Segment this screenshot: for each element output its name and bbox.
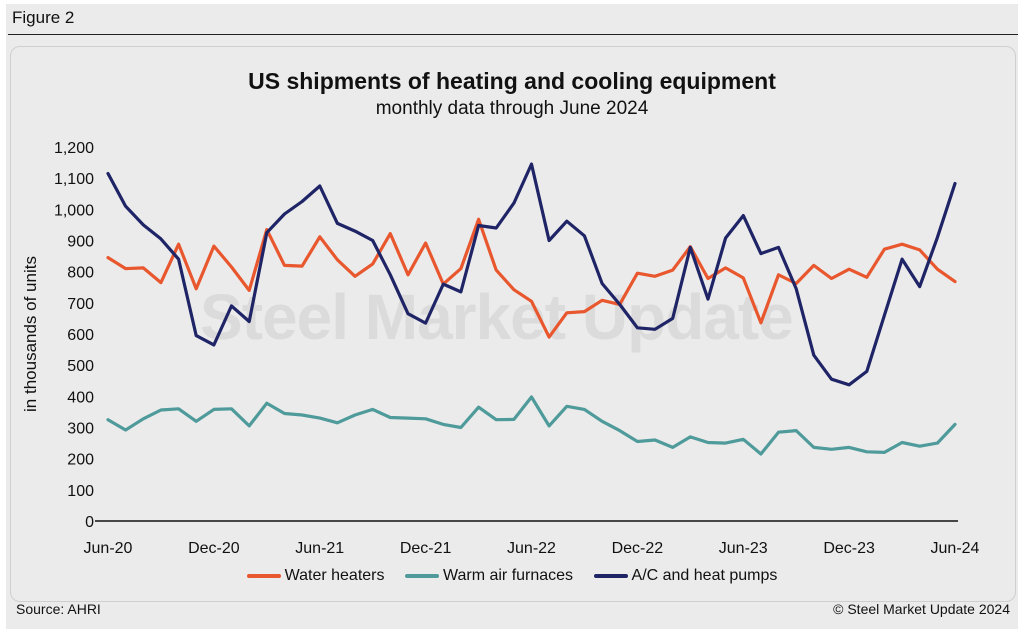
x-tick-label: Dec-21 — [400, 540, 452, 557]
legend-item-ac-heat-pumps: A/C and heat pumps — [593, 567, 778, 585]
series-line-water-heaters — [106, 217, 957, 339]
legend-swatch-water-heaters — [246, 573, 281, 578]
legend-swatch-warm-air-furnaces — [404, 573, 439, 578]
legend-item-water-heaters: Water heaters — [246, 567, 385, 585]
y-axis-label: in thousands of units — [21, 256, 40, 412]
legend: Water heaters Warm air furnaces A/C and … — [0, 567, 1024, 585]
series-line-warm-air-furnaces — [106, 395, 957, 456]
legend-label-water-heaters: Water heaters — [284, 567, 385, 584]
chart-panel — [10, 46, 1016, 602]
watermark: Steel Market Update — [200, 281, 794, 353]
y-tick-label: 200 — [67, 452, 94, 469]
x-tick-label: Dec-23 — [823, 540, 875, 557]
legend-item-warm-air-furnaces: Warm air furnaces — [404, 567, 574, 585]
y-tick-label: 400 — [67, 389, 94, 406]
x-axis-ticks: Jun-20 Dec-20 Jun-21 Dec-21 Jun-22 Dec-22 Jun-… — [84, 540, 980, 557]
y-tick-label: 100 — [67, 483, 94, 500]
x-tick-label: Jun-21 — [295, 540, 344, 557]
y-tick-label: 900 — [67, 234, 94, 251]
figure-label: Figure 2 — [12, 8, 75, 27]
series-lines — [106, 162, 957, 456]
x-tick-label: Jun-22 — [507, 540, 556, 557]
y-tick-label: 1,100 — [54, 171, 94, 188]
legend-label-ac-heat-pumps: A/C and heat pumps — [631, 567, 778, 584]
y-tick-label: 700 — [67, 296, 94, 313]
y-tick-label: 600 — [67, 327, 94, 344]
source-note: Source: AHRI — [16, 601, 101, 617]
y-tick-label: 0 — [85, 514, 94, 531]
copyright-note: © Steel Market Update 2024 — [833, 601, 1010, 617]
y-tick-label: 1,000 — [54, 202, 94, 219]
figure-divider — [8, 34, 1018, 35]
y-tick-label: 800 — [67, 265, 94, 282]
legend-swatch-ac-heat-pumps — [593, 573, 628, 578]
legend-label-warm-air-furnaces: Warm air furnaces — [442, 567, 574, 584]
chart-subtitle: monthly data through June 2024 — [375, 98, 649, 119]
x-tick-label: Jun-24 — [931, 540, 980, 557]
series-line-a-c-and-heat-pumps — [106, 162, 957, 387]
y-tick-label: 500 — [67, 358, 94, 375]
x-tick-label: Dec-20 — [188, 540, 240, 557]
chart-title: US shipments of heating and cooling equi… — [248, 68, 776, 94]
y-tick-label: 300 — [67, 421, 94, 438]
y-axis-ticks: 0 100 200 300 400 500 600 700 800 900 1,000 1,100 1,… — [54, 140, 94, 531]
x-tick-label: Jun-23 — [719, 540, 768, 557]
y-tick-label: 1,200 — [54, 140, 94, 157]
x-tick-label: Dec-22 — [612, 540, 664, 557]
x-tick-label: Jun-20 — [84, 540, 133, 557]
